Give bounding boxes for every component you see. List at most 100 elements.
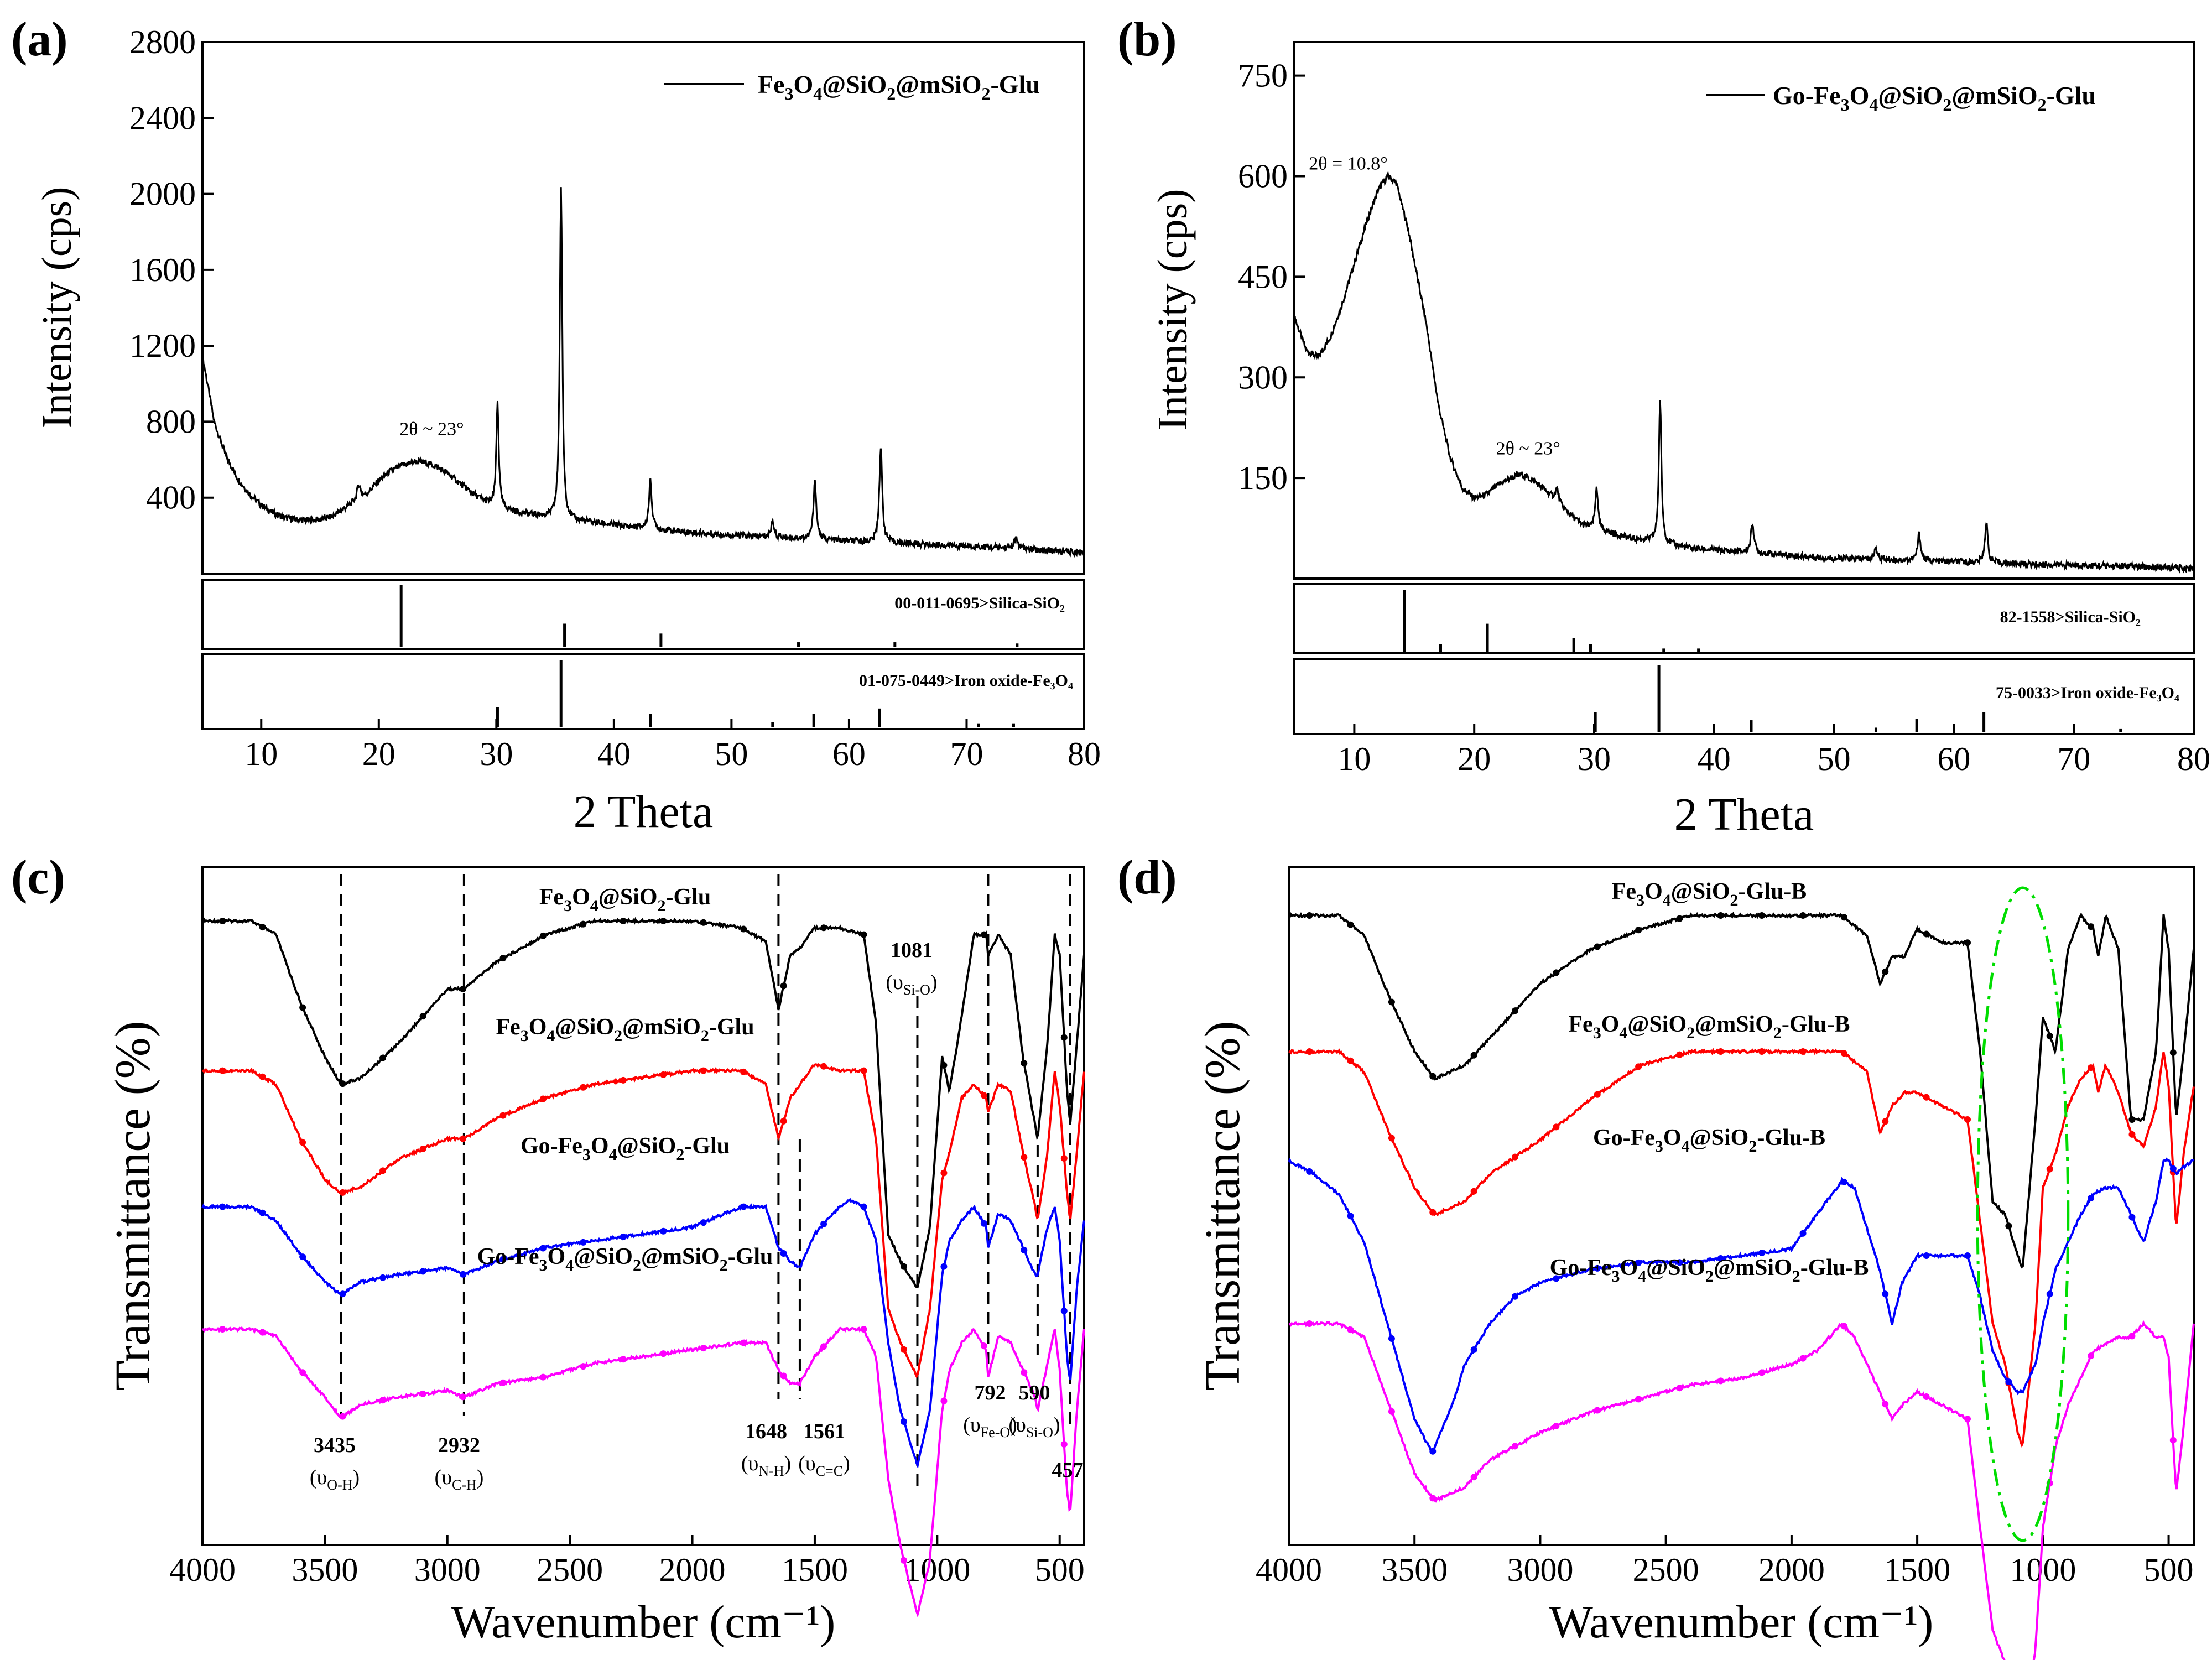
series-marker xyxy=(1429,1495,1437,1502)
series-marker xyxy=(2169,1437,2177,1444)
x-tick-label: 20 xyxy=(1458,741,1491,777)
ref-frame-b1 xyxy=(1293,583,2195,654)
xrd-series-line xyxy=(1293,170,2195,574)
peak-label: 3435 (υO-H) xyxy=(310,1434,360,1493)
series-marker xyxy=(1882,968,1889,975)
series-marker xyxy=(1388,1335,1395,1342)
x-tick-label: 50 xyxy=(715,736,748,772)
series-marker xyxy=(1758,1249,1766,1256)
series-marker xyxy=(499,1379,507,1386)
series-marker xyxy=(2046,1165,2053,1173)
legend-label-b: Go-Fe3O4@SiO2@mSiO2-Glu xyxy=(1773,81,2096,115)
series-marker xyxy=(1388,1408,1395,1415)
series-label: Go-Fe3O4@SiO2@mSiO2-Glu xyxy=(477,1244,773,1274)
series-marker xyxy=(1923,1393,1930,1400)
x-tick-label: 80 xyxy=(2177,741,2210,777)
series-marker xyxy=(1635,1063,1642,1070)
reference-lines-b xyxy=(1403,590,2122,732)
series-marker xyxy=(539,1095,547,1102)
x-tick-label: 1500 xyxy=(782,1552,848,1588)
series-marker xyxy=(780,1117,787,1125)
series-marker xyxy=(1594,1091,1601,1098)
ftir-series-line xyxy=(201,1063,1085,1379)
series-marker xyxy=(339,1290,346,1298)
x-tick-label: 70 xyxy=(2057,741,2090,777)
series-marker xyxy=(379,1397,387,1404)
ref-label-a2: 01-075-0449>Iron oxide-Fe₃O₄ xyxy=(859,672,1073,690)
x-tick-label: 3500 xyxy=(1381,1552,1448,1588)
panel-d: (d) 4000 3500 3000 2500 2000 1500 1000 500 Wave… xyxy=(1117,851,2195,1660)
y-tick-label: 600 xyxy=(1238,158,1288,195)
series-marker xyxy=(1840,1178,1847,1185)
x-tick-label: 1000 xyxy=(904,1552,970,1588)
series-marker xyxy=(379,1054,387,1061)
series-marker xyxy=(1799,1355,1807,1362)
x-tick-label: 500 xyxy=(1035,1552,1085,1588)
series-marker xyxy=(780,1372,787,1380)
ftir-series-line xyxy=(202,1326,1085,1618)
xrd-series-line xyxy=(201,187,1085,558)
series-marker xyxy=(419,1390,426,1397)
series-label: Fe3O4@SiO2@mSiO2-Glu xyxy=(496,1014,754,1045)
y-tick-label: 2400 xyxy=(129,100,196,136)
x-tick-label: 3500 xyxy=(292,1552,358,1588)
series-marker xyxy=(2046,1033,2053,1040)
legend-b: Go-Fe3O4@SiO2@mSiO2-Glu xyxy=(1706,81,2096,115)
x-axis-label-c: Wavenumber (cm⁻¹) xyxy=(451,1596,836,1648)
series-marker xyxy=(860,1203,867,1210)
ftir-series-line xyxy=(1288,1047,2195,1448)
series-marker xyxy=(1882,1401,1889,1408)
series-marker xyxy=(740,1339,747,1346)
series-marker xyxy=(1758,912,1766,919)
series-marker xyxy=(980,1342,987,1350)
peak-label: 1081 (υSi-O) xyxy=(886,939,937,998)
peak-annotation: 2θ ~ 23° xyxy=(399,419,464,439)
peak-number: 3435 xyxy=(314,1434,356,1457)
y-tick-label: 1600 xyxy=(129,252,196,288)
x-tick-label: 70 xyxy=(950,736,983,772)
ref-label-a1: 00-011-0695>Silica-SiO₂ xyxy=(894,594,1065,612)
series-marker xyxy=(1021,1154,1028,1161)
series-marker xyxy=(1388,998,1395,1006)
series-label: Fe3O4@SiO2@mSiO2-Glu-B xyxy=(1568,1012,1850,1042)
peak-label: 1561 (υC=C) xyxy=(798,1420,850,1479)
panel-c: (c) 4000 3500 3000 2500 2000 1500 1000 500 3435… xyxy=(11,851,1085,1648)
peak-number: 1648 xyxy=(745,1420,787,1443)
series-marker xyxy=(459,1393,466,1401)
ftir-series-line xyxy=(201,917,1085,1288)
series-label: Go-Fe3O4@SiO2-Glu xyxy=(521,1133,730,1164)
series-marker xyxy=(1429,1073,1437,1080)
series-marker xyxy=(780,1250,787,1257)
panel-label-c: (c) xyxy=(11,851,65,904)
series-marker xyxy=(1717,912,1724,919)
ftir-series-line xyxy=(201,1198,1085,1469)
peak-labels-c: 3435 (υO-H) 2932 (υC-H) 1648 (υN-H) 1561 (υC=C)… xyxy=(310,939,1084,1493)
series-marker xyxy=(740,1068,747,1075)
series-marker xyxy=(820,1220,827,1227)
series-marker xyxy=(780,982,787,990)
y-tick-label: 400 xyxy=(146,480,196,516)
series-marker xyxy=(259,924,266,931)
series-marker xyxy=(740,1203,747,1210)
series-marker xyxy=(2169,1165,2177,1172)
series-marker xyxy=(900,1346,907,1353)
x-tick-label: 50 xyxy=(1818,741,1851,777)
y-axis-label-d: Transmittance (%) xyxy=(1195,1021,1250,1391)
series-marker xyxy=(1429,1448,1437,1455)
x-tick-label: 60 xyxy=(832,736,866,772)
panel-label-d: (d) xyxy=(1117,851,1177,904)
peak-mode: (υC-H) xyxy=(435,1466,484,1493)
series-label: Fe3O4@SiO2-Glu-B xyxy=(1612,879,1807,909)
series-marker xyxy=(1060,1307,1068,1314)
series-marker xyxy=(900,1418,907,1425)
series-marker xyxy=(219,1203,226,1210)
series-marker xyxy=(1635,1259,1642,1266)
x-tick-label: 10 xyxy=(1337,741,1371,777)
ftir-series-line xyxy=(1288,911,2195,1269)
series-marker xyxy=(459,986,466,992)
series-marker xyxy=(2005,1378,2012,1386)
series-marker xyxy=(1470,1188,1477,1195)
series-label: Fe3O4@SiO2-Glu xyxy=(539,884,711,915)
y-tick-label: 1200 xyxy=(129,327,196,364)
series-marker xyxy=(1429,1209,1437,1216)
